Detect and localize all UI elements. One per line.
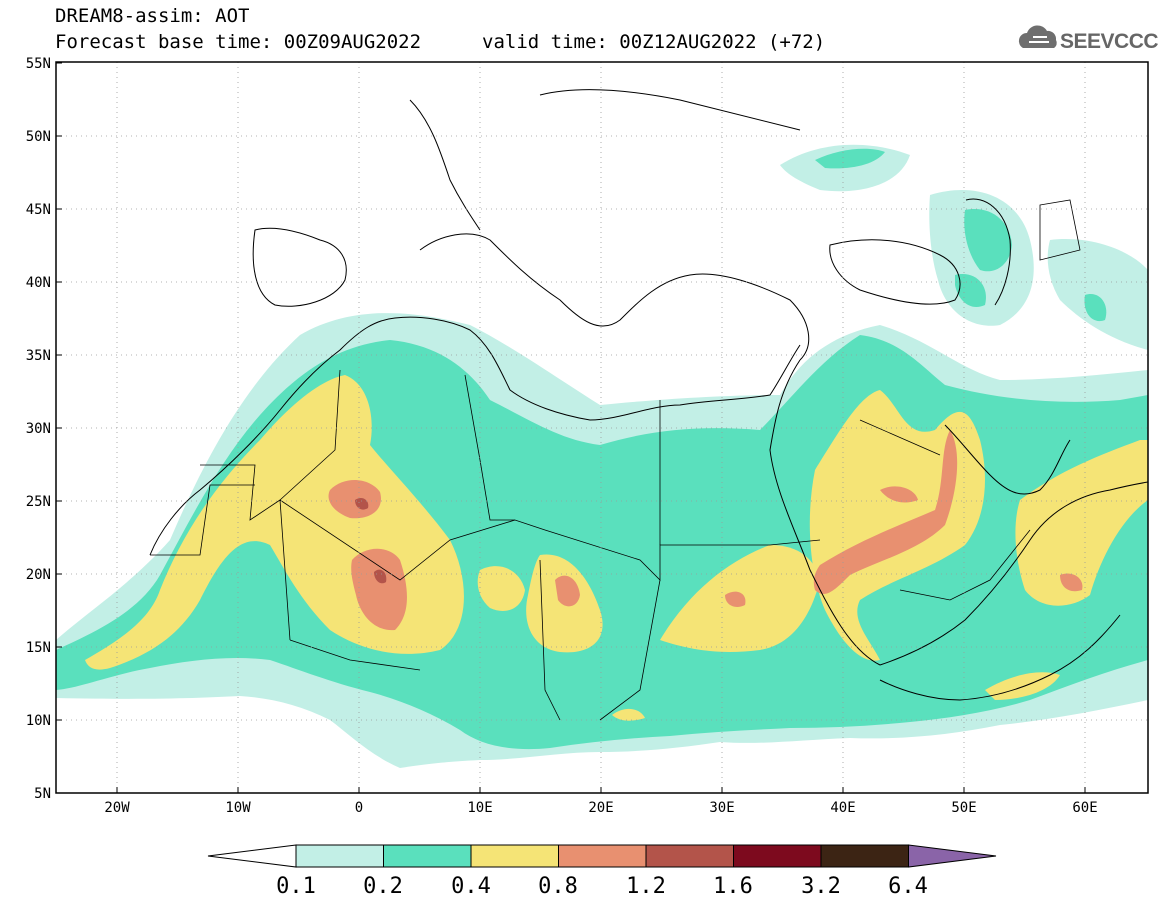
lon-tick-label: 50E xyxy=(951,800,976,816)
seevccc-logo: SEEVCCC xyxy=(1060,30,1159,53)
lat-tick-label: 15N xyxy=(26,640,51,656)
aot-band-1.2 xyxy=(374,569,387,584)
colorbar-label: 0.2 xyxy=(363,874,403,899)
colorbar-segment xyxy=(295,844,384,868)
colorbar-segment xyxy=(470,844,559,868)
lon-tick-label: 20W xyxy=(104,800,130,816)
aot-band-1.2 xyxy=(355,497,369,510)
lat-tick-label: 10N xyxy=(26,713,51,729)
lon-tick-label: 60E xyxy=(1072,800,1097,816)
country-borders xyxy=(150,199,1081,721)
colorbar-labels: 0.1 0.2 0.4 0.8 1.2 1.6 3.2 6.4 xyxy=(276,874,928,899)
colorbar-label: 1.6 xyxy=(713,874,753,899)
aot-band-0.8 xyxy=(813,430,958,595)
tick-marks xyxy=(56,62,1086,794)
coastlines xyxy=(149,89,1148,701)
lon-labels: 20W 10W 0 10E 20E 30E 40E 50E 60E xyxy=(104,800,1097,816)
aot-band-0.4 xyxy=(1015,440,1148,606)
colorbar-arrow-high xyxy=(908,844,997,868)
chart-title: DREAM8-assim: AOT xyxy=(55,5,250,27)
lat-tick-label: 35N xyxy=(26,348,51,364)
aot-band-0.8 xyxy=(351,548,407,631)
lat-tick-label: 25N xyxy=(26,494,51,510)
colorbar-segment xyxy=(383,844,472,868)
aot-band-0.4 xyxy=(477,566,525,611)
lon-tick-label: 0 xyxy=(355,800,363,816)
colorbar-label: 0.1 xyxy=(276,874,316,899)
colorbar xyxy=(207,844,997,868)
colorbar-segment xyxy=(820,844,909,868)
lat-labels: 5N 10N 15N 20N 25N 30N 35N 40N 45N 50N 5… xyxy=(26,56,51,802)
lon-tick-label: 10E xyxy=(467,800,492,816)
colorbar-label: 0.4 xyxy=(451,874,491,899)
lat-tick-label: 30N xyxy=(26,421,51,437)
aot-band-0.8 xyxy=(328,480,381,519)
colorbar-label: 1.2 xyxy=(626,874,666,899)
aot-band-0.8 xyxy=(555,575,580,607)
lat-tick-label: 55N xyxy=(26,56,51,72)
valid-time-label: valid time: 00Z12AUG2022 (+72) xyxy=(482,31,826,53)
colorbar-label: 6.4 xyxy=(888,874,928,899)
lat-tick-label: 5N xyxy=(34,786,51,802)
aot-band-0.4 xyxy=(809,390,985,661)
lon-tick-label: 30E xyxy=(709,800,734,816)
graticule xyxy=(56,62,1148,793)
aot-band-0.2 xyxy=(964,209,1012,272)
aot-band-0.2 xyxy=(1084,294,1107,322)
lat-tick-label: 45N xyxy=(26,202,51,218)
lat-tick-label: 40N xyxy=(26,275,51,291)
lat-tick-label: 50N xyxy=(26,129,51,145)
aot-band-0.1 xyxy=(1047,239,1148,350)
colorbar-segment xyxy=(645,844,734,868)
aot-band-0.2 xyxy=(955,274,986,308)
lon-tick-label: 40E xyxy=(830,800,855,816)
aot-band-0.2 xyxy=(815,148,885,169)
aot-band-0.8 xyxy=(1060,573,1083,592)
aot-field xyxy=(56,144,1148,768)
aot-band-0.8 xyxy=(880,486,918,503)
colorbar-label: 3.2 xyxy=(801,874,841,899)
colorbar-arrow-low xyxy=(207,844,297,868)
lon-tick-label: 10W xyxy=(225,800,251,816)
colorbar-segment xyxy=(733,844,822,868)
colorbar-label: 0.8 xyxy=(538,874,578,899)
lat-tick-label: 20N xyxy=(26,567,51,583)
aot-band-0.8 xyxy=(725,591,746,607)
colorbar-segment xyxy=(558,844,647,868)
aot-band-0.4 xyxy=(612,708,645,721)
lon-tick-label: 20E xyxy=(588,800,613,816)
cloud-icon xyxy=(1018,25,1057,48)
base-time-label: Forecast base time: 00Z09AUG2022 xyxy=(55,31,422,53)
